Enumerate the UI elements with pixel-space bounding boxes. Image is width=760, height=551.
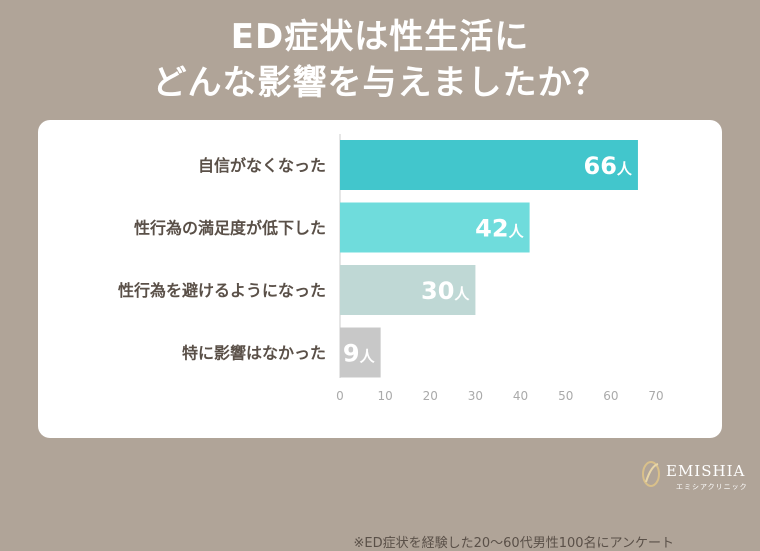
logo: EMISHIA エミシアクリニック xyxy=(640,458,750,498)
x-tick-label-1: 10 xyxy=(378,389,393,403)
logo-subtitle: エミシアクリニック xyxy=(676,483,748,491)
x-tick-label-2: 20 xyxy=(423,389,438,403)
data-label-0: 66人 xyxy=(584,152,633,180)
data-label-2: 30人 xyxy=(421,277,470,305)
category-label-3: 特に影響はなかった xyxy=(182,344,326,363)
chart-card: 自信がなくなった 66人性行為の満足度が低下した 42人性行為を避けるようになった 3… xyxy=(38,120,722,551)
bar-1 xyxy=(340,202,530,253)
title-line-1: ED症状は性生活に xyxy=(230,17,530,57)
bar-2 xyxy=(340,265,476,315)
x-tick-label-5: 50 xyxy=(558,389,573,403)
x-tick-label-0: 0 xyxy=(336,389,344,403)
logo-name: EMISHIA xyxy=(666,462,746,480)
data-label-1: 42人 xyxy=(475,215,524,243)
emishia-logo-icon xyxy=(642,461,660,487)
category-label-2: 性行為を避けるようになった xyxy=(118,281,326,300)
bar-0 xyxy=(340,140,638,190)
survey-note: ※ED症状を経験した20〜60代男性100名にアンケート xyxy=(353,536,675,551)
data-label-3: 9人 xyxy=(343,340,376,368)
category-label-0: 自信がなくなった xyxy=(198,156,326,175)
x-tick-label-4: 40 xyxy=(513,389,528,403)
x-tick-label-6: 60 xyxy=(603,389,618,403)
bar-3 xyxy=(340,327,381,378)
category-label-1: 性行為の満足度が低下した xyxy=(134,219,326,238)
x-tick-label-7: 70 xyxy=(648,389,663,403)
x-tick-label-3: 30 xyxy=(468,389,483,403)
chart-title: ED症状は性生活に どんな影響を与えましたか？ xyxy=(0,14,760,106)
title-line-2: どんな影響を与えましたか？ xyxy=(152,63,608,103)
